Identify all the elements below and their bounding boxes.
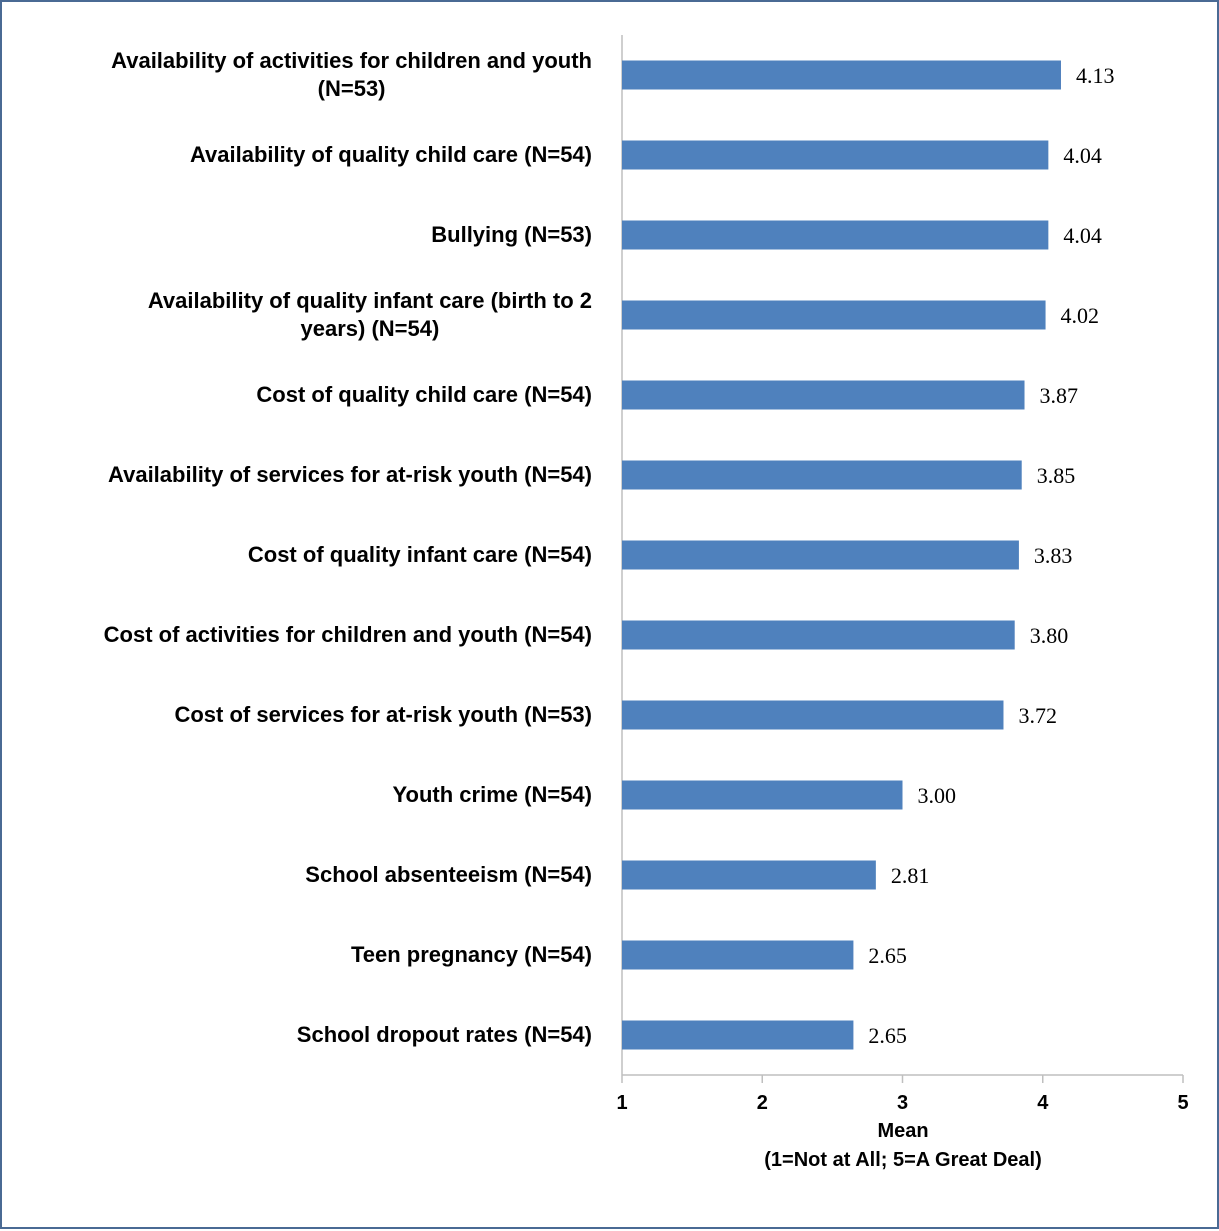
category-labels: Availability of activities for children … bbox=[104, 48, 592, 1047]
category-label: Youth crime (N=54) bbox=[393, 782, 592, 807]
bar bbox=[622, 460, 1022, 490]
data-label: 4.04 bbox=[1063, 223, 1102, 248]
data-label: 3.00 bbox=[918, 783, 957, 808]
category-label: Availability of quality child care (N=54… bbox=[190, 142, 592, 167]
x-tick-label: 2 bbox=[757, 1092, 768, 1114]
data-label: 2.65 bbox=[868, 1023, 907, 1048]
category-label: Availability of activities for children … bbox=[111, 48, 592, 73]
data-label: 2.65 bbox=[868, 943, 907, 968]
bar bbox=[622, 380, 1025, 410]
data-label: 4.02 bbox=[1061, 303, 1100, 328]
category-label: Cost of services for at-risk youth (N=53… bbox=[174, 702, 592, 727]
bar bbox=[622, 300, 1046, 330]
category-label: (N=53) bbox=[318, 76, 386, 101]
category-label: School absenteeism (N=54) bbox=[305, 862, 592, 887]
chart-bars bbox=[622, 60, 1061, 1050]
category-label: Cost of quality child care (N=54) bbox=[256, 382, 592, 407]
bar bbox=[622, 780, 903, 810]
bar bbox=[622, 700, 1004, 730]
bar bbox=[622, 860, 876, 890]
bar bbox=[622, 60, 1061, 90]
category-label: Cost of activities for children and yout… bbox=[104, 622, 592, 647]
category-label: Teen pregnancy (N=54) bbox=[351, 942, 592, 967]
category-label: years) (N=54) bbox=[301, 316, 440, 341]
bar bbox=[622, 140, 1049, 170]
x-axis-subtitle: (1=Not at All; 5=A Great Deal) bbox=[764, 1149, 1041, 1171]
data-label: 3.80 bbox=[1030, 623, 1069, 648]
data-label: 3.85 bbox=[1037, 463, 1076, 488]
category-label: Availability of quality infant care (bir… bbox=[148, 288, 592, 313]
value-labels: 4.13 4.04 4.04 4.02 3.87 3.85 3.83 3.80 3.72 3.00… bbox=[868, 63, 1114, 1048]
bar bbox=[622, 540, 1019, 570]
x-tick-label: 1 bbox=[616, 1092, 627, 1114]
data-label: 2.81 bbox=[891, 863, 930, 888]
category-label: School dropout rates (N=54) bbox=[297, 1022, 592, 1047]
data-label: 3.72 bbox=[1018, 703, 1057, 728]
x-tick-label: 5 bbox=[1177, 1092, 1188, 1114]
bar bbox=[622, 220, 1049, 250]
category-label: Availability of services for at-risk you… bbox=[108, 462, 592, 487]
bar bbox=[622, 940, 854, 970]
x-tick-label: 4 bbox=[1037, 1092, 1049, 1114]
data-label: 4.13 bbox=[1076, 63, 1115, 88]
data-label: 3.87 bbox=[1040, 383, 1079, 408]
category-label: Cost of quality infant care (N=54) bbox=[248, 542, 592, 567]
bar bbox=[622, 620, 1015, 650]
data-label: 4.04 bbox=[1063, 143, 1102, 168]
category-label: Bullying (N=53) bbox=[431, 222, 592, 247]
bar bbox=[622, 1020, 854, 1050]
x-axis-ticks: 1 2 3 4 5 bbox=[616, 1075, 1189, 1114]
x-axis-title: Mean bbox=[877, 1120, 928, 1142]
data-label: 3.83 bbox=[1034, 543, 1073, 568]
x-tick-label: 3 bbox=[897, 1092, 908, 1114]
